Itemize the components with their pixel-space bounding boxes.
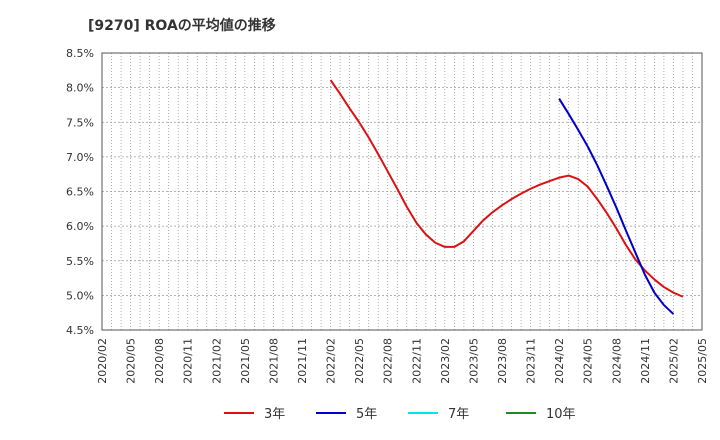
x-tick-label: 2024/02 [553,338,566,384]
x-tick-label: 2022/11 [410,338,423,384]
x-tick-label: 2021/02 [210,338,223,384]
y-tick-label: 8.5% [66,47,94,60]
plot-area [101,52,703,331]
x-tick-label: 2023/02 [439,338,452,384]
series-line-1 [329,79,684,298]
x-tick-label: 2021/05 [239,338,252,384]
legend-label: 3年 [264,407,285,422]
y-tick-label: 5.5% [66,255,94,268]
chart-title: [9270] ROAの平均値の推移 [88,17,276,34]
x-tick-label: 2020/05 [125,338,138,384]
y-tick-label: 7.0% [66,151,94,164]
x-tick-label: 2021/08 [267,338,280,384]
grid [101,52,703,331]
y-tick-label: 5.0% [66,289,94,302]
x-tick-label: 2023/08 [496,338,509,384]
legend: 3年 5年 7年 10年 [224,407,576,422]
x-tick-label: 2022/08 [382,338,395,384]
y-axis: 4.5% 5.0% 5.5% 6.0% 6.5% 7.0% 7.5% 8.0% 8.5% [66,47,94,337]
x-tick-label: 2021/11 [296,338,309,384]
x-tick-label: 2020/08 [153,338,166,384]
x-axis: 2020/02 2020/05 2020/08 2020/11 2021/02 2021/… [96,338,709,384]
legend-label: 10年 [546,407,576,422]
x-tick-label: 2020/11 [182,338,195,384]
legend-label: 5年 [356,407,377,422]
x-tick-label: 2024/05 [582,338,595,384]
y-tick-label: 8.0% [66,82,94,95]
series-line-2 [558,98,675,315]
y-tick-label: 6.0% [66,220,94,233]
x-tick-label: 2023/05 [467,338,480,384]
x-tick-label: 2020/02 [96,338,109,384]
y-tick-label: 7.5% [66,116,94,129]
x-tick-label: 2025/02 [667,338,680,384]
series-layer [329,79,684,315]
x-tick-label: 2022/05 [353,338,366,384]
x-tick-label: 2022/02 [325,338,338,384]
y-tick-label: 4.5% [66,324,94,337]
x-tick-label: 2025/05 [696,338,709,384]
x-tick-label: 2023/11 [525,338,538,384]
legend-label: 7年 [448,407,469,422]
x-tick-label: 2024/08 [610,338,623,384]
y-tick-label: 6.5% [66,186,94,199]
x-tick-label: 2024/11 [639,338,652,384]
